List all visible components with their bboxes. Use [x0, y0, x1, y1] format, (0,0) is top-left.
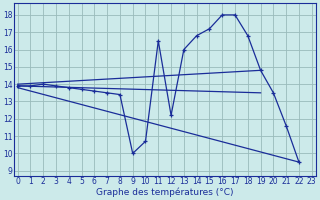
X-axis label: Graphe des températures (°C): Graphe des températures (°C): [96, 188, 233, 197]
